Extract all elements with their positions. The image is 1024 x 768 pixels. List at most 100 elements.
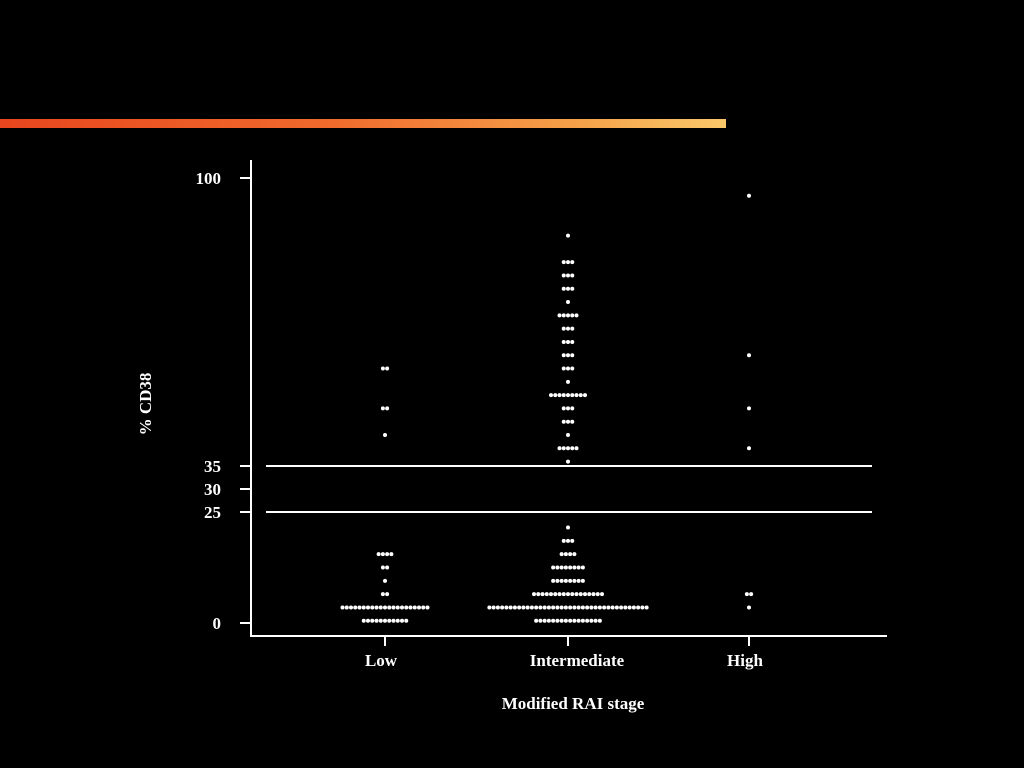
data-point [383, 432, 387, 437]
data-point [589, 618, 594, 623]
data-point [561, 592, 566, 597]
data-point [568, 605, 573, 610]
data-point [561, 406, 566, 411]
data-point [570, 592, 575, 597]
data-point [566, 233, 570, 238]
data-point [349, 605, 353, 610]
y-tick-label: 25 [204, 503, 221, 522]
data-point [566, 339, 570, 344]
data-point [544, 592, 549, 597]
data-point [559, 578, 564, 583]
data-point [566, 273, 570, 278]
data-point [566, 446, 570, 451]
data-point [387, 618, 392, 623]
data-point [417, 605, 421, 610]
x-ticks: Low Intermediate High [365, 636, 763, 670]
data-point [583, 592, 587, 597]
data-point [561, 538, 566, 543]
data-point [500, 605, 505, 610]
data-point [391, 605, 396, 610]
data-point [602, 605, 607, 610]
data-point [572, 618, 577, 623]
data-point [636, 605, 641, 610]
y-ticks: 0 25 30 35 100 [196, 169, 251, 633]
data-point [570, 326, 575, 331]
data-point [576, 618, 581, 623]
data-point [540, 592, 545, 597]
data-point [561, 366, 566, 371]
data-point [572, 552, 577, 557]
data-point [600, 592, 604, 597]
data-point [551, 578, 556, 583]
data-point [570, 393, 575, 398]
data-point [747, 406, 751, 411]
data-point [538, 605, 543, 610]
data-point [566, 300, 570, 305]
data-point [566, 260, 570, 265]
data-point [574, 592, 579, 597]
data-point [395, 605, 400, 610]
data-point [570, 339, 575, 344]
data-point [557, 446, 562, 451]
data-point [561, 326, 566, 331]
data-point [583, 393, 587, 398]
data-point [566, 406, 570, 411]
data-point [578, 393, 583, 398]
x-tick-label: Intermediate [530, 651, 625, 670]
data-point [747, 446, 751, 451]
y-tick-label: 30 [204, 480, 221, 499]
data-point [380, 552, 385, 557]
data-point [744, 592, 749, 597]
data-point [644, 605, 649, 610]
data-point [561, 353, 566, 358]
data-point [357, 605, 362, 610]
data-point [563, 618, 568, 623]
data-point [566, 313, 570, 318]
data-point [400, 605, 404, 610]
data-point [340, 605, 345, 610]
data-point [421, 605, 426, 610]
data-point [557, 393, 562, 398]
data-point [587, 592, 592, 597]
data-point [610, 605, 615, 610]
data-point [561, 339, 566, 344]
data-point [566, 459, 570, 464]
data-point [595, 592, 600, 597]
data-point [561, 286, 566, 291]
data-point [383, 618, 387, 623]
data-point [495, 605, 500, 610]
x-tick-label: High [727, 651, 763, 670]
x-tick-label: Low [365, 651, 398, 670]
y-tick-label: 0 [213, 614, 222, 633]
data-point [383, 605, 387, 610]
data-point [570, 446, 575, 451]
x-axis-title: Modified RAI stage [502, 694, 645, 713]
data-point [385, 552, 390, 557]
data-point [576, 578, 581, 583]
data-point [374, 605, 379, 610]
data-point [568, 565, 573, 570]
data-point [546, 605, 551, 610]
data-point [561, 260, 566, 265]
data-point [555, 565, 560, 570]
data-point [561, 273, 566, 278]
data-point [631, 605, 636, 610]
data-point [383, 578, 387, 583]
data-point [570, 260, 575, 265]
y-tick-label: 35 [204, 457, 221, 476]
data-point [627, 605, 632, 610]
data-point [404, 605, 409, 610]
data-point [568, 618, 573, 623]
data-point [597, 605, 602, 610]
data-point [389, 552, 394, 557]
y-tick-label: 100 [196, 169, 222, 188]
data-point [572, 605, 577, 610]
data-point [572, 578, 577, 583]
data-point [623, 605, 628, 610]
accent-bar [0, 119, 726, 128]
data-point [380, 406, 385, 411]
data-point [578, 592, 583, 597]
data-point [580, 578, 585, 583]
data-point [580, 565, 585, 570]
